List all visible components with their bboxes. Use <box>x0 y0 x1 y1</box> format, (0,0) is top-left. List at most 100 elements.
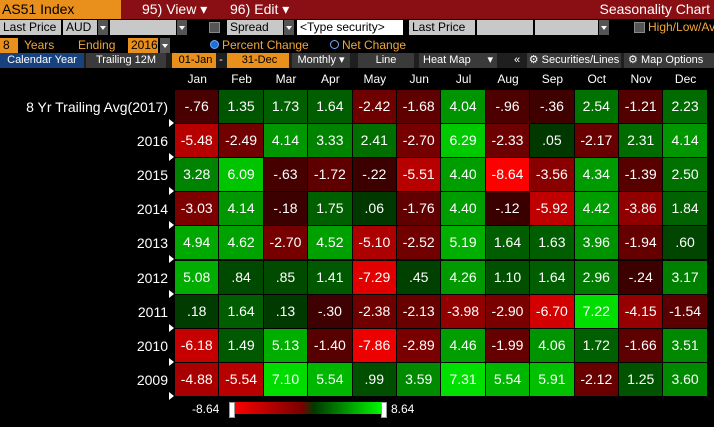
security-input[interactable]: <Type security> <box>297 20 403 35</box>
heat-cell[interactable]: -.18 <box>263 192 308 226</box>
heat-cell[interactable]: -2.13 <box>397 294 441 328</box>
heat-cell[interactable]: -.96 <box>485 90 530 123</box>
heat-cell[interactable]: 1.73 <box>263 90 308 123</box>
heat-cell[interactable]: 4.34 <box>574 158 618 192</box>
heat-cell[interactable]: 2.50 <box>663 158 707 192</box>
calendar-year-button[interactable]: Calendar Year <box>0 53 84 68</box>
heat-cell[interactable]: -2.17 <box>574 124 618 158</box>
heat-cell[interactable]: 4.46 <box>441 328 485 362</box>
heat-cell[interactable]: -1.54 <box>663 294 707 328</box>
heat-cell[interactable]: -2.12 <box>574 362 618 396</box>
heat-cell[interactable]: 6.09 <box>219 158 263 192</box>
heat-cell[interactable]: 4.62 <box>219 226 263 260</box>
spread-checkbox[interactable] <box>209 22 220 33</box>
line-view-button[interactable]: Line <box>358 53 414 68</box>
heat-cell[interactable]: 1.49 <box>219 328 263 362</box>
heat-cell[interactable]: 5.54 <box>485 362 530 396</box>
frequency-selector[interactable]: Monthly ▾ <box>292 53 350 68</box>
heat-cell[interactable]: 4.14 <box>663 124 707 158</box>
heat-cell[interactable]: -1.76 <box>397 192 441 226</box>
legend-min-handle[interactable] <box>229 402 235 418</box>
collapse-button[interactable]: « <box>513 54 521 66</box>
heat-cell[interactable]: -8.64 <box>485 158 530 192</box>
heat-cell[interactable]: .85 <box>263 260 308 294</box>
heat-cell[interactable]: -2.33 <box>485 124 530 158</box>
heat-cell[interactable]: -.24 <box>619 260 663 294</box>
view-menu[interactable]: 95) View ▾ <box>142 0 207 19</box>
heat-cell[interactable]: 1.63 <box>530 226 574 260</box>
heat-cell[interactable]: -2.49 <box>219 124 263 158</box>
heat-cell[interactable]: -3.56 <box>530 158 574 192</box>
heat-cell[interactable]: .60 <box>663 226 707 260</box>
heat-cell[interactable]: -5.54 <box>219 362 263 396</box>
heat-cell[interactable]: 7.31 <box>441 362 485 396</box>
heat-cell[interactable]: 5.19 <box>441 226 485 260</box>
heat-cell[interactable]: -6.18 <box>175 328 219 362</box>
percent-change-radio[interactable] <box>210 40 219 49</box>
heat-cell[interactable]: 4.04 <box>441 90 485 123</box>
heat-cell[interactable]: 1.64 <box>308 90 352 123</box>
heat-cell[interactable]: 3.28 <box>175 158 219 192</box>
net-change-radio[interactable] <box>330 40 339 49</box>
heat-cell[interactable]: 4.40 <box>441 158 485 192</box>
heat-cell[interactable]: 2.23 <box>663 90 707 123</box>
heat-cell[interactable]: 3.96 <box>574 226 618 260</box>
heat-cell[interactable]: 3.60 <box>663 362 707 396</box>
date-from-input[interactable]: 01-Jan <box>172 53 216 68</box>
years-input[interactable]: 8 <box>0 38 18 53</box>
heat-cell[interactable]: .13 <box>263 294 308 328</box>
spread-dropdown-icon[interactable] <box>284 20 294 35</box>
heat-cell[interactable]: 4.94 <box>175 226 219 260</box>
heat-cell[interactable]: 4.14 <box>219 192 263 226</box>
heat-cell[interactable]: -.76 <box>175 90 219 123</box>
trailing-12m-button[interactable]: Trailing 12M <box>86 53 166 68</box>
heat-cell[interactable]: -3.86 <box>619 192 663 226</box>
heat-cell[interactable]: -3.98 <box>441 294 485 328</box>
heat-cell[interactable]: -1.40 <box>308 328 352 362</box>
heat-cell[interactable]: 1.64 <box>219 294 263 328</box>
heat-cell[interactable]: 3.17 <box>663 260 707 294</box>
edit-menu[interactable]: 96) Edit ▾ <box>230 0 289 19</box>
field-input-blank[interactable] <box>110 20 176 35</box>
ending-year-input[interactable]: 2016 <box>128 38 158 53</box>
heat-cell[interactable]: -4.88 <box>175 362 219 396</box>
heat-cell[interactable]: -1.68 <box>397 90 441 123</box>
heat-cell[interactable]: -2.89 <box>397 328 441 362</box>
heat-cell[interactable]: -6.70 <box>530 294 574 328</box>
heat-cell[interactable]: 1.64 <box>530 260 574 294</box>
heat-cell[interactable]: -2.42 <box>352 90 396 123</box>
legend-max-handle[interactable] <box>381 402 387 418</box>
heat-map-button[interactable]: Heat Map ▾ <box>419 53 497 68</box>
heat-cell[interactable]: .18 <box>175 294 219 328</box>
heat-cell[interactable]: -.22 <box>352 158 396 192</box>
heat-cell[interactable]: 4.42 <box>574 192 618 226</box>
heat-cell[interactable]: -5.48 <box>175 124 219 158</box>
heat-cell[interactable]: -2.52 <box>397 226 441 260</box>
heat-cell[interactable]: .99 <box>352 362 396 396</box>
heat-cell[interactable]: 1.41 <box>308 260 352 294</box>
heat-cell[interactable]: 4.40 <box>441 192 485 226</box>
heat-cell[interactable]: -7.29 <box>352 260 396 294</box>
heat-cell[interactable]: 1.64 <box>485 226 530 260</box>
heat-cell[interactable]: 2.54 <box>574 90 618 123</box>
heat-cell[interactable]: 4.52 <box>308 226 352 260</box>
heat-cell[interactable]: -1.99 <box>485 328 530 362</box>
heat-cell[interactable]: 4.06 <box>530 328 574 362</box>
heat-cell[interactable]: 5.91 <box>530 362 574 396</box>
heat-cell[interactable]: 5.13 <box>263 328 308 362</box>
heat-cell[interactable]: -.36 <box>530 90 574 123</box>
currency-selector[interactable]: AUD <box>63 20 97 35</box>
heat-cell[interactable]: -1.72 <box>308 158 352 192</box>
hilo-checkbox[interactable] <box>634 22 645 33</box>
heat-cell[interactable]: -.63 <box>263 158 308 192</box>
heat-cell[interactable]: 1.35 <box>219 90 263 123</box>
heat-cell[interactable]: -5.51 <box>397 158 441 192</box>
heat-cell[interactable]: 1.72 <box>574 328 618 362</box>
dropdown-icon[interactable] <box>177 20 187 35</box>
heat-cell[interactable]: 1.84 <box>663 192 707 226</box>
field3-input-blank[interactable] <box>535 20 598 35</box>
heat-cell[interactable]: .45 <box>397 260 441 294</box>
heat-cell[interactable]: 1.10 <box>485 260 530 294</box>
heat-cell[interactable]: -2.90 <box>485 294 530 328</box>
heat-cell[interactable]: 2.41 <box>352 124 396 158</box>
